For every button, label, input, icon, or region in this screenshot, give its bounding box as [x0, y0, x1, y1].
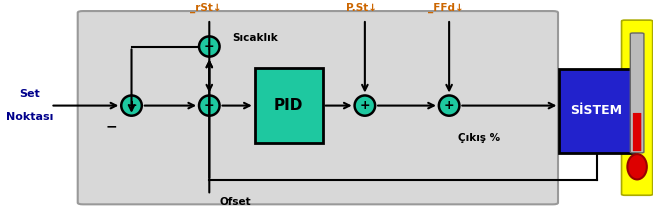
Text: +: + — [360, 99, 370, 112]
Text: +: + — [204, 40, 215, 53]
Text: +: + — [444, 99, 455, 112]
Text: SİSTEM: SİSTEM — [570, 104, 623, 117]
Text: Ofset: Ofset — [219, 197, 250, 207]
Ellipse shape — [439, 95, 459, 116]
Text: Çıkış %: Çıkış % — [458, 133, 500, 143]
FancyBboxPatch shape — [254, 68, 322, 143]
Text: _rSt↓: _rSt↓ — [190, 2, 222, 13]
Ellipse shape — [199, 95, 220, 116]
FancyBboxPatch shape — [621, 20, 653, 195]
Text: _FFd↓: _FFd↓ — [428, 2, 464, 13]
Ellipse shape — [199, 36, 220, 57]
Text: Noktası: Noktası — [6, 112, 54, 122]
Text: Set: Set — [20, 89, 40, 99]
Text: Sıcaklık: Sıcaklık — [233, 33, 279, 43]
Text: PID: PID — [274, 98, 303, 113]
FancyBboxPatch shape — [630, 33, 644, 153]
Text: −: − — [106, 119, 117, 133]
FancyBboxPatch shape — [78, 11, 558, 204]
Text: +: + — [126, 99, 137, 112]
Text: P.St↓: P.St↓ — [346, 3, 377, 13]
FancyBboxPatch shape — [559, 69, 634, 153]
Ellipse shape — [627, 154, 647, 179]
FancyBboxPatch shape — [633, 113, 642, 151]
Text: +: + — [204, 99, 215, 112]
Ellipse shape — [354, 95, 375, 116]
Ellipse shape — [121, 95, 142, 116]
